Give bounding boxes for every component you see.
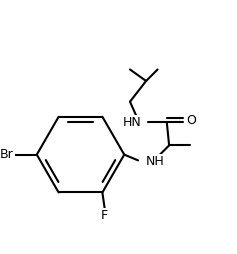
Text: HN: HN xyxy=(123,116,141,129)
Text: NH: NH xyxy=(146,155,165,168)
Text: F: F xyxy=(101,209,108,222)
Text: Br: Br xyxy=(0,148,14,161)
Text: O: O xyxy=(186,114,196,127)
